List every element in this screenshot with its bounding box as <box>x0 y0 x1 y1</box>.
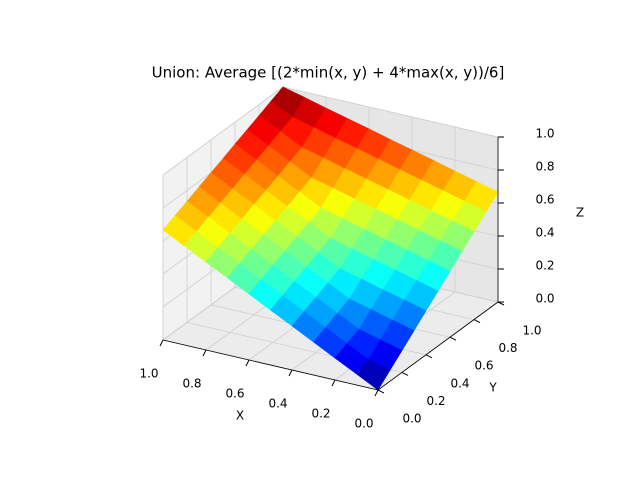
x-tick-label: 0.6 <box>225 387 244 401</box>
x-tick-mark <box>159 339 164 347</box>
y-tick-mark <box>449 336 457 341</box>
z-tick-label: 0.6 <box>535 193 554 207</box>
y-axis-line <box>377 301 499 391</box>
x-tick-label: 0.0 <box>354 417 373 431</box>
x-tick-label: 0.4 <box>268 397 287 411</box>
chart-title: Union: Average [(2*min(x, y) + 4*max(x, … <box>152 64 505 82</box>
surface <box>162 86 499 391</box>
x-tick-mark <box>245 359 250 367</box>
x-tick-mark <box>202 349 207 357</box>
y-tick-label: 0.6 <box>474 359 493 373</box>
z-tick-label: 1.0 <box>535 127 554 141</box>
x-tick-mark <box>374 389 379 397</box>
x-tick-label: 1.0 <box>139 367 158 381</box>
z-tick-label: 0.0 <box>535 292 554 306</box>
y-tick-label: 0.4 <box>450 376 469 390</box>
y-tick-mark <box>401 371 409 376</box>
y-tick-label: 0.8 <box>498 341 517 355</box>
surface-patch <box>356 359 391 391</box>
grid-line <box>282 86 499 138</box>
y-axis-label: Y <box>488 381 497 395</box>
axes: 0.0 0.2 0.4 0.6 0.8 1.0 0.0 0.2 0.4 0.6 0.8 1.0 0.0 0… <box>139 127 554 431</box>
y-tick-mark <box>377 389 385 394</box>
y-tick-label: 0.0 <box>402 412 421 426</box>
y-tick-mark <box>425 354 433 359</box>
grid-line <box>162 86 284 176</box>
y-tick-mark <box>473 319 481 324</box>
x-tick-mark <box>331 379 336 387</box>
z-tick-label: 0.8 <box>535 160 554 174</box>
x-axis-label: X <box>236 409 244 423</box>
y-tick-label: 1.0 <box>522 324 541 338</box>
x-axis-line <box>162 339 379 391</box>
z-axis-label: Z <box>576 206 584 220</box>
y-tick-label: 0.2 <box>426 394 445 408</box>
z-tick-label: 0.2 <box>535 259 554 273</box>
x-tick-mark <box>288 369 293 377</box>
z-tick-label: 0.4 <box>535 226 554 240</box>
x-tick-label: 0.2 <box>311 407 330 421</box>
x-tick-label: 0.8 <box>182 377 201 391</box>
